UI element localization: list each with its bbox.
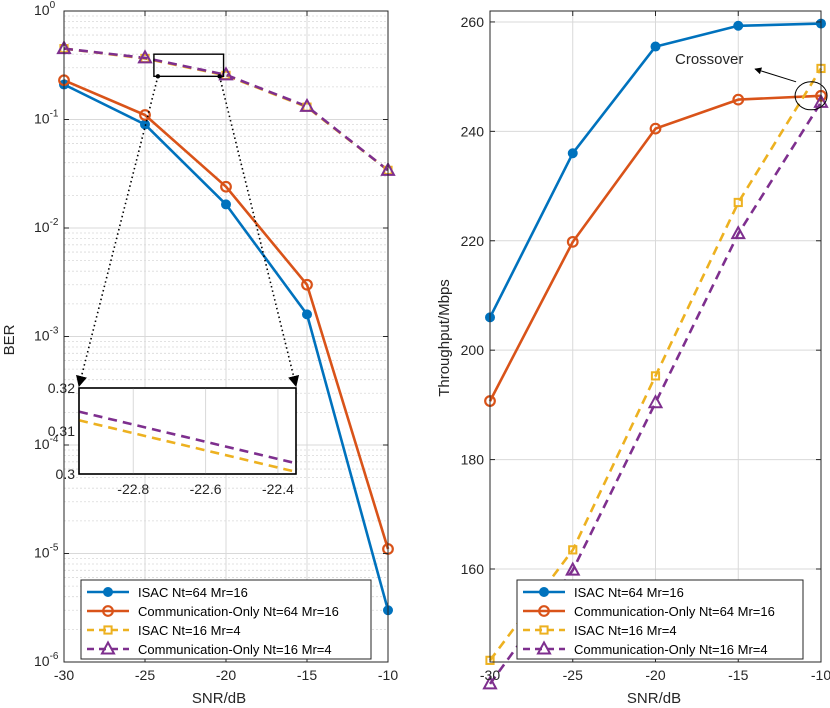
series-line-communication-only-nt-64-mr-16 <box>488 94 822 402</box>
inset-frame <box>78 387 297 475</box>
y-tick-label: 10-5 <box>34 543 59 561</box>
legend-marker-isac-nt-64-mr-16 <box>103 587 113 597</box>
legend-label: ISAC Nt=16 Mr=4 <box>138 623 241 638</box>
data-point-communication-only-nt-64-mr-16 <box>566 235 579 248</box>
data-point-communication-only-nt-16-mr-4 <box>482 675 498 690</box>
legend-label: ISAC Nt=64 Mr=16 <box>138 585 248 600</box>
y-tick-label: 10-6 <box>34 651 59 669</box>
throughput-grid <box>489 11 822 662</box>
ber-axes: -30 -25 -20 -15 -10 100 10-1 10-2 10-3 10-4 10-5 10… <box>34 0 398 683</box>
y-tick-label: 180 <box>461 452 485 468</box>
data-point-isac-nt-16-mr-4 <box>650 371 661 381</box>
x-tick-label: -15 <box>297 667 317 683</box>
legend-marker-communication-only-nt-16-mr-4 <box>536 640 552 655</box>
inset-x-tick-label: -22.8 <box>117 481 149 497</box>
legend-label: ISAC Nt=64 Mr=16 <box>574 585 684 600</box>
legend-label: Communication-Only Nt=16 Mr=4 <box>138 642 332 657</box>
inset-series-line-isac-nt-16-mr-4 <box>78 418 297 474</box>
inset-y-tick-label: 0.3 <box>56 466 76 482</box>
legend-marker-communication-only-nt-64-mr-16 <box>538 605 550 617</box>
zoom-connector-right <box>218 76 300 388</box>
legend-box <box>80 579 372 660</box>
x-tick-label: -10 <box>378 667 398 683</box>
inset-x-tick-label: -22.4 <box>262 481 294 497</box>
y-tick-label: 10-2 <box>34 217 59 235</box>
data-point-isac-nt-64-mr-16 <box>733 20 744 31</box>
throughput-x-axis-label: SNR/dB <box>627 690 681 707</box>
data-point-communication-only-nt-64-mr-16 <box>732 93 745 106</box>
data-point-isac-nt-64-mr-16 <box>567 148 578 159</box>
legend-marker-isac-nt-16-mr-4 <box>103 625 113 635</box>
inset-border <box>78 387 297 475</box>
throughput-chart: Crossover -30 -25 -20 -15 -10 160 180 200 220 240… <box>436 10 830 707</box>
data-point-communication-only-nt-64-mr-16 <box>220 180 232 193</box>
x-tick-label: -30 <box>54 667 74 683</box>
zoom-anchor-right <box>217 74 222 79</box>
data-point-isac-nt-64-mr-16 <box>221 199 231 210</box>
zoom-region-box <box>153 53 225 78</box>
data-point-isac-nt-16-mr-4 <box>568 545 578 555</box>
data-point-communication-only-nt-16-mr-4 <box>565 561 581 576</box>
legend-marker-communication-only-nt-16-mr-4 <box>100 640 116 655</box>
legend-marker-isac-nt-64-mr-16 <box>539 587 549 597</box>
crossover-arrow <box>754 67 797 83</box>
inset-y-tick-label: 0.32 <box>48 380 75 396</box>
data-point-communication-only-nt-64-mr-16 <box>301 278 313 291</box>
ber-y-axis-label: BER <box>1 324 18 355</box>
x-tick-label: -30 <box>480 667 500 683</box>
crossover-label: Crossover <box>675 51 743 68</box>
y-tick-label: 10-1 <box>34 109 59 127</box>
x-tick-label: -20 <box>645 667 665 683</box>
y-tick-label: 260 <box>461 14 485 30</box>
data-point-communication-only-nt-64-mr-16 <box>139 109 151 121</box>
y-tick-label: 10-3 <box>34 326 59 344</box>
data-point-isac-nt-16-mr-4 <box>733 197 743 208</box>
zoom-connector-left <box>76 76 159 388</box>
ber-legend: ISAC Nt=64 Mr=16 Communication-Only Nt=64… <box>80 579 372 660</box>
y-tick-label: 10-4 <box>34 434 59 452</box>
ber-zoom-inset: -22.8 -22.6 -22.4 0.32 0.31 0.3 <box>48 53 300 497</box>
y-tick-label: 240 <box>461 123 485 139</box>
x-tick-label: -20 <box>216 667 236 683</box>
data-point-isac-nt-64-mr-16 <box>302 309 312 320</box>
data-point-communication-only-nt-16-mr-4 <box>299 97 315 112</box>
series-line-communication-only-nt-64-mr-16 <box>63 79 390 550</box>
data-point-communication-only-nt-16-mr-4 <box>730 225 746 240</box>
legend-label: Communication-Only Nt=64 Mr=16 <box>138 604 339 619</box>
data-point-communication-only-nt-16-mr-4 <box>647 394 664 409</box>
throughput-legend: ISAC Nt=64 Mr=16 Communication-Only Nt=64… <box>516 579 804 660</box>
zoom-anchor-left <box>155 74 161 79</box>
inset-series-line-communication-only-nt-16-mr-4 <box>78 410 297 465</box>
data-point-communication-only-nt-16-mr-4 <box>137 49 153 64</box>
crossover-circle <box>794 81 828 111</box>
x-tick-label: -25 <box>135 667 155 683</box>
legend-marker-communication-only-nt-64-mr-16 <box>102 605 114 617</box>
x-tick-label: -10 <box>811 667 830 683</box>
throughput-axes: -30 -25 -20 -15 -10 160 180 200 220 240 260 <box>461 10 830 683</box>
x-tick-label: -15 <box>728 667 748 683</box>
x-tick-label: -25 <box>563 667 583 683</box>
data-point-isac-nt-64-mr-16 <box>650 41 661 52</box>
legend-marker-isac-nt-16-mr-4 <box>539 625 549 635</box>
crossover-annotation: Crossover <box>675 51 828 111</box>
throughput-y-axis-label: Throughput/Mbps <box>436 279 453 397</box>
inset-y-tick-label: 0.31 <box>48 423 75 439</box>
legend-label: ISAC Nt=16 Mr=4 <box>574 623 677 638</box>
y-tick-label: 100 <box>34 0 56 18</box>
ber-chart: -22.8 -22.6 -22.40.320.310.3 -30 -25 -20 -15-… <box>1 0 398 707</box>
legend-label: Communication-Only Nt=16 Mr=4 <box>574 642 768 657</box>
series-line-communication-only-nt-16-mr-4 <box>63 47 389 172</box>
ber-x-axis-label: SNR/dB <box>192 690 246 707</box>
legend-label: Communication-Only Nt=64 Mr=16 <box>574 604 775 619</box>
y-tick-label: 220 <box>461 233 485 249</box>
inset-x-tick-label: -22.6 <box>190 481 222 497</box>
y-tick-label: 160 <box>461 561 485 577</box>
y-tick-label: 200 <box>461 342 485 358</box>
data-point-communication-only-nt-64-mr-16 <box>649 122 662 135</box>
